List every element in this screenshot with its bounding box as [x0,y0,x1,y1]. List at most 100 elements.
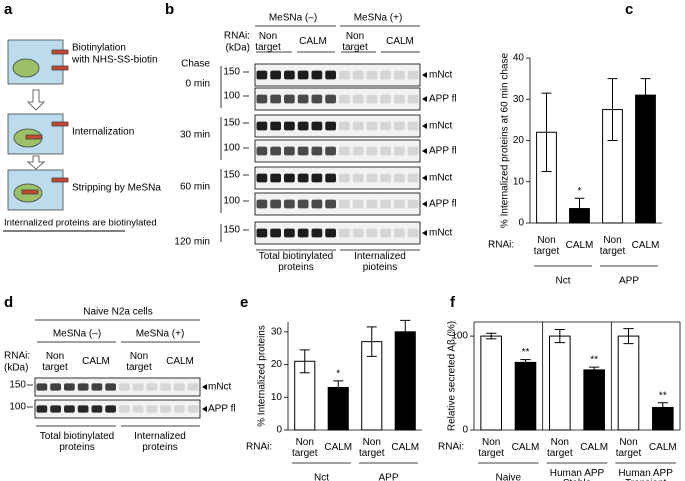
band-label: mNct [429,228,453,239]
band [325,173,336,183]
significance: * [578,186,582,197]
bar [617,335,640,431]
band [270,121,281,131]
band [325,146,336,156]
band [160,383,171,391]
band [352,146,364,156]
band [380,146,391,156]
arrow-head [422,230,427,236]
band [380,173,391,183]
band-label: mNct [429,70,453,81]
bar [394,331,416,431]
y-tick-label: 30 [513,94,525,105]
band [325,228,336,238]
band [352,199,364,209]
bar [514,361,537,431]
band [270,70,281,80]
arrow-head [422,175,427,181]
marker-label: 150 [223,67,240,78]
band [187,383,199,391]
band [311,121,323,131]
band [256,228,268,238]
time-label: 60 min [180,182,210,193]
error-bar [486,332,497,340]
band [77,383,89,391]
error-bar [657,402,668,413]
marker-label: 100 [223,143,240,154]
band [297,228,309,238]
band [380,70,391,80]
group-label: Human APPStable [550,468,605,481]
band [366,146,378,156]
band [256,94,268,104]
band [105,405,116,413]
band [366,228,378,238]
y-tick-label: 0 [462,425,468,436]
band [407,199,419,209]
marker-label: 100 [223,196,240,207]
band [284,70,295,80]
diagram-footer: Internalized proteins are biotinylated [4,218,157,229]
band [394,173,405,183]
band [394,199,405,209]
y-tick-label: 20 [513,135,525,146]
target-label: CALM [82,356,110,367]
y-tick-label: 100 [451,331,468,342]
significance: ** [522,347,530,358]
band [256,70,268,80]
band [256,146,268,156]
step-label: Internalization [72,127,134,138]
band [284,173,295,183]
blot [34,377,201,397]
footer-label: Total biotinylated proteins [259,251,334,273]
rnai-label: RNAi: [4,351,30,362]
band [146,383,158,391]
band [366,173,378,183]
bar [635,94,656,224]
cell-diagram [7,39,69,211]
band [50,405,61,413]
marker-label: 150 [9,380,26,391]
group-label: Naive [496,473,522,481]
band [91,405,103,413]
marker-label: 150 [223,118,240,129]
target-label: Non target [255,31,281,53]
significance: * [336,369,340,380]
band [270,199,281,209]
arrow-head [202,384,207,390]
band-label: mNct [208,382,232,393]
band [325,70,336,80]
bar [480,335,502,431]
error-bar [607,78,618,141]
bar [549,335,571,431]
band [394,70,405,80]
band [256,199,268,209]
y-tick-label: 0 [276,425,282,436]
kda-label: (kDa) [226,43,250,54]
header: MeSNa (+) [136,329,185,340]
band [270,146,281,156]
arrow-head [422,201,427,207]
band [407,146,419,156]
x-tick-label: Non target [534,235,560,257]
panel-letter: e [240,294,248,311]
band-label: APP fl [208,404,236,415]
error-bar [554,329,565,344]
significance: ** [590,355,598,366]
band [366,94,378,104]
error-bar [640,78,651,113]
y-tick-label: 30 [271,326,283,337]
arrow-head [422,148,427,154]
step-label: with NHS-SS-biotin [71,55,158,66]
band [284,121,295,131]
error-bar [366,326,377,357]
marker-label: 150 [223,170,240,181]
x-tick-label: CALM [512,442,540,453]
arrow-head [422,72,427,78]
x-tick-label: Non target [292,437,318,459]
band [105,383,116,391]
header: Naive N2a cells [83,307,152,318]
rnai-label: RNAi: [488,240,514,251]
band [380,199,391,209]
x-tick-label: CALM [391,442,419,453]
